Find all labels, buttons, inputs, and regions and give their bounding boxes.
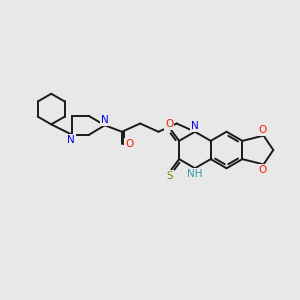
Text: N: N: [101, 115, 109, 125]
Text: O: O: [165, 119, 173, 129]
Text: O: O: [258, 125, 266, 135]
Text: N: N: [191, 122, 199, 131]
Text: O: O: [258, 165, 266, 175]
Text: S: S: [166, 171, 173, 181]
Text: NH: NH: [187, 169, 203, 178]
Text: O: O: [125, 139, 134, 149]
Text: N: N: [67, 135, 75, 145]
